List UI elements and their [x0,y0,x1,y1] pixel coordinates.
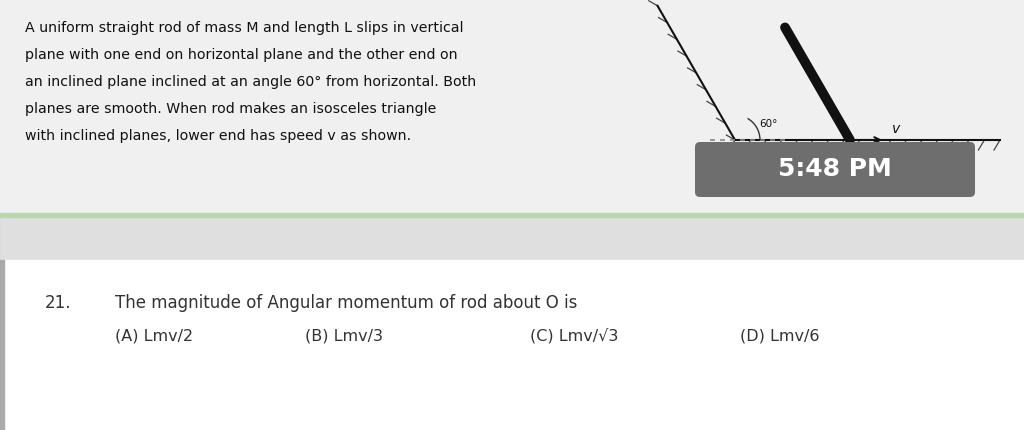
Text: 60°: 60° [759,119,777,129]
Text: with inclined planes, lower end has speed v as shown.: with inclined planes, lower end has spee… [25,129,411,143]
Text: (B) Lmv/3: (B) Lmv/3 [305,328,383,343]
Text: (D) Lmv/6: (D) Lmv/6 [740,328,819,343]
Text: O: O [835,159,846,172]
Bar [0,214,1024,218]
Text: (C) Lmv/√3: (C) Lmv/√3 [530,328,618,343]
Text: The magnitude of Angular momentum of rod about O is: The magnitude of Angular momentum of rod… [115,293,578,311]
Text: (A) Lmv/2: (A) Lmv/2 [115,328,194,343]
Bar [0,261,1024,430]
Text: v: v [892,122,900,136]
Bar [0,0,1024,219]
Text: planes are smooth. When rod makes an isosceles triangle: planes are smooth. When rod makes an iso… [25,102,436,116]
Text: A uniform straight rod of mass M and length L slips in vertical: A uniform straight rod of mass M and len… [25,21,464,35]
Bar [0,215,1024,261]
Text: an inclined plane inclined at an angle 60° from horizontal. Both: an inclined plane inclined at an angle 6… [25,75,476,89]
Text: 21.: 21. [45,293,72,311]
Text: 5:48 PM: 5:48 PM [778,156,892,180]
Bar [0,261,4,430]
FancyBboxPatch shape [695,143,975,197]
Text: plane with one end on horizontal plane and the other end on: plane with one end on horizontal plane a… [25,48,458,62]
